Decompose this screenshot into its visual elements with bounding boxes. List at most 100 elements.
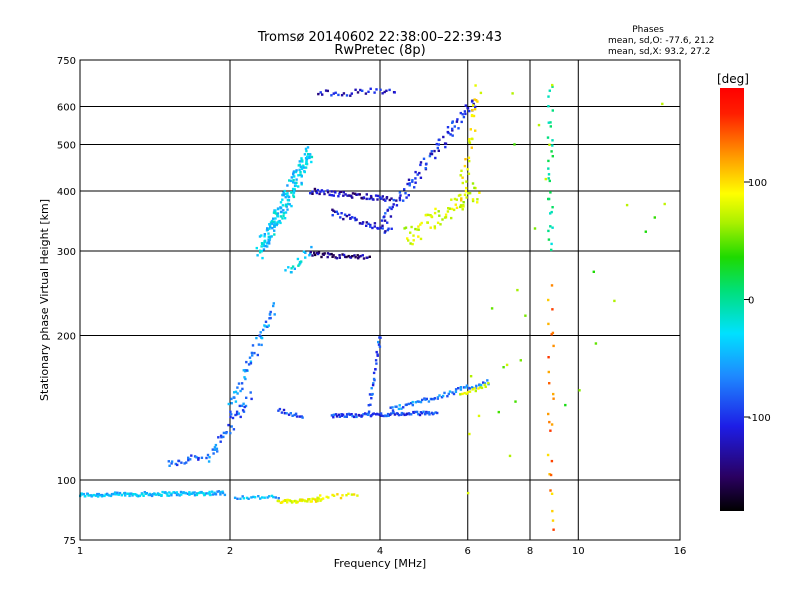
data-point — [293, 188, 296, 191]
data-point — [272, 495, 275, 499]
data-point — [319, 190, 322, 193]
data-point — [354, 256, 357, 259]
x-tick-label: 1 — [77, 546, 83, 557]
data-point — [410, 225, 413, 229]
data-point — [311, 190, 314, 193]
data-point — [293, 267, 296, 270]
data-point — [263, 496, 266, 499]
data-point — [386, 221, 389, 224]
data-point — [299, 498, 302, 501]
data-point — [354, 192, 357, 195]
data-point — [273, 313, 276, 316]
data-point — [222, 431, 226, 435]
data-point — [505, 363, 509, 367]
data-point — [155, 493, 158, 496]
data-point — [291, 265, 295, 268]
data-point — [242, 402, 245, 405]
data-point — [403, 413, 406, 417]
data-point — [326, 255, 329, 259]
data-point — [373, 379, 376, 382]
data-point — [441, 218, 444, 221]
data-point — [320, 189, 324, 192]
data-point — [462, 205, 465, 208]
data-point — [324, 89, 328, 92]
data-point — [269, 310, 272, 314]
data-point — [436, 221, 440, 224]
data-point — [433, 211, 437, 215]
data-point — [368, 197, 371, 201]
data-point — [376, 198, 379, 201]
data-point — [287, 413, 291, 416]
data-point — [336, 212, 340, 215]
data-point — [476, 100, 479, 103]
data-point — [310, 160, 313, 164]
data-point — [442, 135, 445, 139]
data-point — [249, 391, 252, 394]
data-point — [323, 252, 326, 255]
data-point — [297, 264, 300, 267]
data-point — [361, 89, 364, 92]
data-point — [464, 190, 468, 193]
data-point — [551, 144, 554, 147]
data-point — [337, 93, 340, 97]
data-point — [276, 222, 279, 225]
data-point — [245, 396, 248, 399]
data-point — [551, 308, 554, 311]
data-point — [184, 492, 187, 495]
data-point — [279, 221, 282, 225]
stats-heading: Phases — [632, 25, 664, 35]
data-point — [478, 383, 481, 387]
data-point — [288, 203, 291, 206]
data-point — [468, 390, 472, 393]
data-point — [338, 256, 341, 259]
data-point — [353, 254, 356, 257]
data-point — [266, 245, 269, 248]
data-point — [219, 440, 222, 443]
data-point — [286, 192, 289, 195]
data-point — [372, 198, 375, 201]
data-point — [332, 254, 335, 257]
data-point — [594, 342, 598, 345]
data-point — [453, 125, 456, 128]
data-point — [188, 491, 191, 494]
data-point — [337, 413, 341, 416]
data-point — [480, 386, 484, 390]
data-point — [313, 187, 317, 191]
data-point — [412, 411, 416, 414]
data-point — [468, 159, 471, 163]
data-point — [239, 497, 242, 500]
data-point — [276, 215, 280, 218]
data-point — [348, 213, 351, 217]
data-point — [304, 499, 307, 503]
data-point — [551, 519, 555, 522]
data-point — [306, 155, 309, 158]
data-point — [291, 414, 294, 417]
data-point — [281, 198, 284, 201]
data-point — [266, 228, 269, 231]
data-point — [419, 400, 423, 404]
data-point — [373, 91, 376, 94]
data-point — [195, 493, 199, 497]
data-point — [106, 493, 110, 497]
data-point — [160, 494, 163, 497]
data-point — [547, 173, 551, 176]
data-point — [283, 412, 287, 415]
data-point — [386, 412, 390, 416]
data-point — [379, 413, 382, 417]
data-point — [281, 500, 284, 504]
data-point — [546, 453, 550, 457]
data-point — [398, 191, 402, 194]
data-point — [380, 197, 383, 200]
data-point — [338, 254, 341, 257]
data-point — [328, 253, 331, 256]
data-point — [298, 168, 301, 172]
data-point — [661, 102, 664, 106]
data-point — [398, 404, 401, 407]
data-point — [318, 192, 321, 196]
data-point — [463, 164, 467, 168]
data-point — [398, 198, 402, 202]
data-point — [371, 383, 375, 387]
data-point — [467, 156, 471, 159]
data-point — [321, 93, 324, 96]
data-point — [379, 88, 382, 91]
